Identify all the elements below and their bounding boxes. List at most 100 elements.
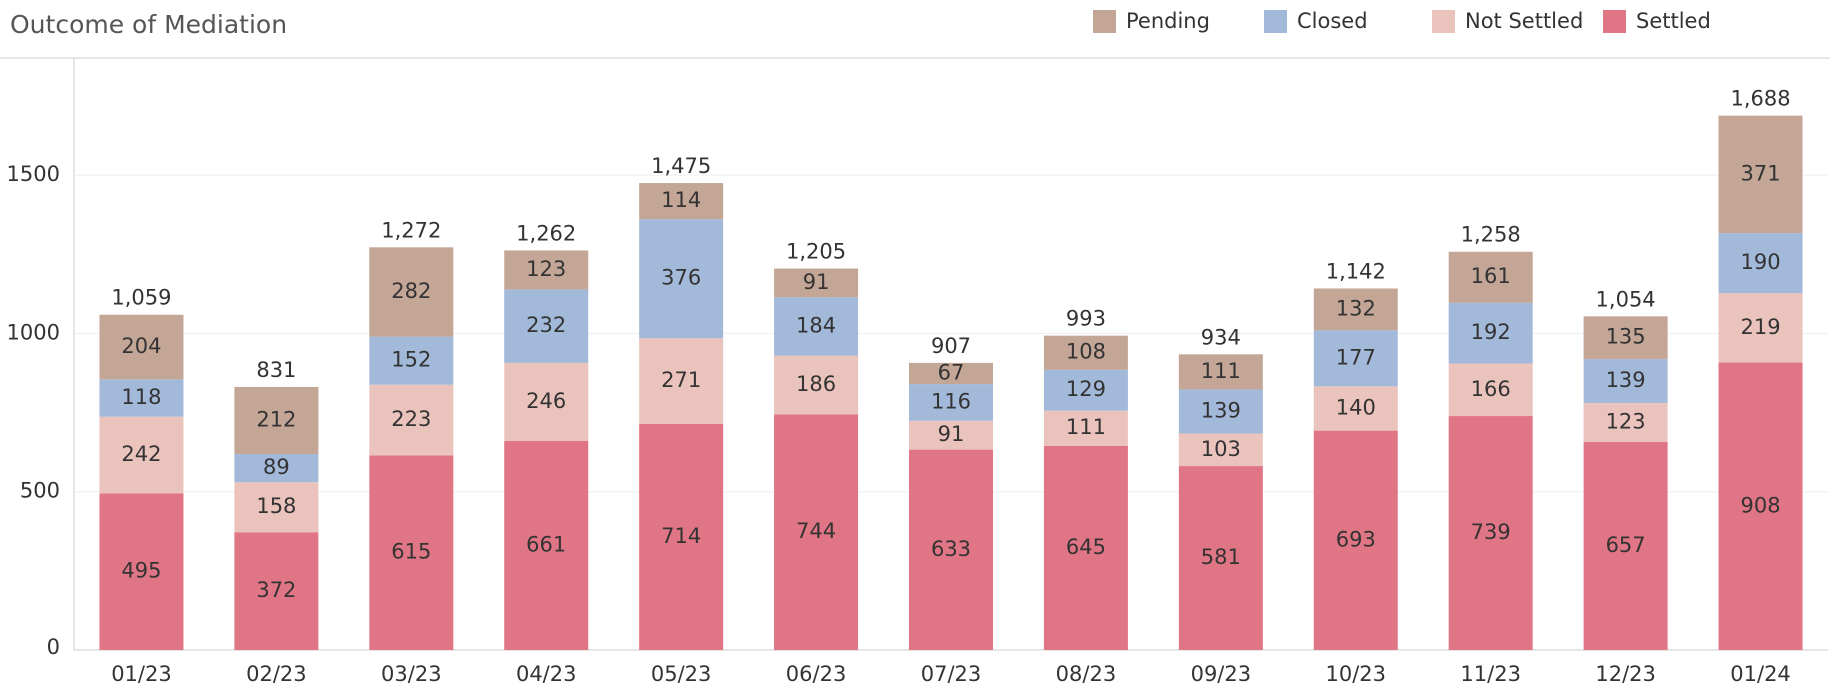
total-label: 831 (256, 358, 296, 382)
bar-segment (909, 420, 993, 450)
segment-label: 246 (526, 389, 566, 413)
x-tick-label: 06/23 (786, 662, 847, 686)
bar-segment (99, 493, 184, 650)
segment-label: 135 (1606, 325, 1646, 349)
x-tick-label: 10/23 (1326, 662, 1387, 686)
x-tick-label: 04/23 (516, 662, 577, 686)
bar-segment (1043, 445, 1128, 650)
segment-label: 166 (1471, 377, 1511, 401)
segment-label: 242 (121, 442, 161, 466)
segment-label: 192 (1471, 320, 1511, 344)
bar-segment (369, 247, 454, 337)
bar-segment (774, 414, 859, 650)
total-label: 993 (1066, 307, 1106, 331)
total-label: 1,142 (1326, 259, 1386, 283)
segment-label: 103 (1201, 437, 1241, 461)
total-label: 1,205 (786, 240, 846, 264)
legend-swatch (1093, 10, 1116, 33)
total-label: 907 (931, 334, 971, 358)
x-tick-label: 03/23 (381, 662, 442, 686)
bar-segment (99, 416, 184, 494)
bar-segment (1448, 302, 1533, 364)
x-tick-label: 01/24 (1730, 662, 1791, 686)
segment-label: 118 (121, 385, 161, 409)
chart-title: Outcome of Mediation (10, 10, 287, 39)
segment-label: 140 (1336, 395, 1376, 419)
bar-segment (234, 454, 319, 483)
legend-label: Not Settled (1465, 9, 1583, 33)
segment-label: 232 (526, 313, 566, 337)
segment-label: 212 (256, 407, 296, 431)
legend-label: Settled (1636, 9, 1711, 33)
segment-label: 376 (661, 266, 701, 290)
legend-label: Pending (1126, 9, 1210, 33)
segment-label: 177 (1336, 345, 1376, 369)
bar-segment (99, 314, 184, 380)
bar-segment (1178, 354, 1263, 390)
bar-segment (1448, 251, 1533, 303)
x-tick-label: 07/23 (921, 662, 982, 686)
y-tick-label: 1000 (7, 320, 60, 344)
bar-segment (504, 250, 589, 290)
bar-segment (1718, 362, 1803, 650)
bar-segment (1583, 442, 1668, 650)
y-tick-label: 0 (47, 635, 60, 659)
total-label: 1,258 (1461, 223, 1521, 247)
segment-label: 139 (1606, 368, 1646, 392)
legend-swatch (1432, 10, 1455, 33)
bar-segment (909, 384, 993, 421)
bar-segment (1313, 288, 1398, 331)
bar-segment (234, 482, 319, 533)
segment-label: 219 (1740, 315, 1780, 339)
bar-segment (639, 219, 724, 339)
x-tick-label: 12/23 (1595, 662, 1656, 686)
bar-segment (1313, 430, 1398, 650)
x-tick-label: 05/23 (651, 662, 712, 686)
bar-segment (1583, 403, 1668, 443)
x-tick-label: 01/23 (111, 662, 172, 686)
segment-label: 371 (1740, 161, 1780, 185)
bar-segment (234, 386, 319, 455)
segment-label: 908 (1740, 493, 1780, 517)
segment-label: 633 (931, 537, 971, 561)
bar-segment (1043, 410, 1128, 446)
y-tick-label: 500 (20, 479, 60, 503)
segment-label: 271 (661, 368, 701, 392)
segment-label: 657 (1606, 533, 1646, 557)
bar-segment (369, 384, 454, 456)
bar-segment (369, 336, 454, 385)
bar-segment (1583, 316, 1668, 360)
x-tick-label: 08/23 (1056, 662, 1117, 686)
bar-segment (1178, 466, 1263, 650)
bar-segment (504, 440, 589, 650)
segment-label: 190 (1740, 250, 1780, 274)
bar-segment (774, 355, 859, 415)
segment-label: 661 (526, 532, 566, 556)
segment-label: 111 (1066, 415, 1106, 439)
bar-segment (1718, 233, 1803, 294)
bar-segment (639, 338, 724, 424)
legend-swatch (1603, 10, 1626, 33)
segment-label: 158 (256, 494, 296, 518)
segment-label: 116 (931, 389, 971, 413)
bar-segment (1043, 369, 1128, 411)
segment-label: 161 (1471, 264, 1511, 288)
bar-segment (1583, 359, 1668, 404)
segment-label: 123 (526, 257, 566, 281)
legend-label: Closed (1297, 9, 1368, 33)
bar-segment (1313, 386, 1398, 431)
segment-label: 615 (391, 540, 431, 564)
segment-label: 645 (1066, 535, 1106, 559)
bar-segment (1178, 389, 1263, 434)
total-label: 1,272 (381, 218, 441, 242)
segment-label: 495 (121, 559, 161, 583)
bar-segment (504, 362, 589, 441)
bar-segment (1448, 416, 1533, 650)
x-tick-label: 11/23 (1460, 662, 1521, 686)
bar-segment (369, 455, 454, 650)
legend-swatch (1264, 10, 1287, 33)
bar-segment (1313, 330, 1398, 387)
bar-segment (1448, 363, 1533, 417)
bar-segment (1718, 115, 1803, 234)
